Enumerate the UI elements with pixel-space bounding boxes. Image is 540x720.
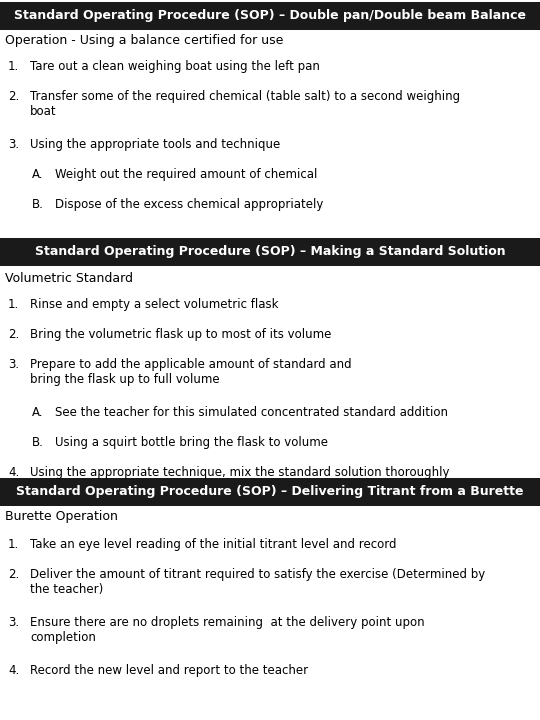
Text: Dispose of the excess chemical appropriately: Dispose of the excess chemical appropria… bbox=[55, 198, 323, 211]
Text: 1.: 1. bbox=[8, 60, 19, 73]
Text: Transfer some of the required chemical (table salt) to a second weighing
boat: Transfer some of the required chemical (… bbox=[30, 90, 460, 118]
Text: 3.: 3. bbox=[8, 358, 19, 371]
Text: B.: B. bbox=[32, 198, 44, 211]
Text: Operation - Using a balance certified for use: Operation - Using a balance certified fo… bbox=[5, 34, 284, 47]
Text: 2.: 2. bbox=[8, 90, 19, 103]
Text: 2.: 2. bbox=[8, 328, 19, 341]
Text: Deliver the amount of titrant required to satisfy the exercise (Determined by
th: Deliver the amount of titrant required t… bbox=[30, 568, 485, 596]
Text: Standard Operating Procedure (SOP) – Making a Standard Solution: Standard Operating Procedure (SOP) – Mak… bbox=[35, 246, 505, 258]
Text: Using the appropriate technique, mix the standard solution thoroughly: Using the appropriate technique, mix the… bbox=[30, 466, 449, 479]
Text: See the teacher for this simulated concentrated standard addition: See the teacher for this simulated conce… bbox=[55, 406, 448, 419]
Text: 2.: 2. bbox=[8, 568, 19, 581]
Text: Standard Operating Procedure (SOP) – Double pan/Double beam Balance: Standard Operating Procedure (SOP) – Dou… bbox=[14, 9, 526, 22]
Text: Bring the volumetric flask up to most of its volume: Bring the volumetric flask up to most of… bbox=[30, 328, 332, 341]
Text: 3.: 3. bbox=[8, 616, 19, 629]
Text: Take an eye level reading of the initial titrant level and record: Take an eye level reading of the initial… bbox=[30, 538, 396, 551]
Text: Using the appropriate tools and technique: Using the appropriate tools and techniqu… bbox=[30, 138, 280, 151]
Text: Ensure there are no droplets remaining  at the delivery point upon
completion: Ensure there are no droplets remaining a… bbox=[30, 616, 424, 644]
Text: Burette Operation: Burette Operation bbox=[5, 510, 118, 523]
Text: Standard Operating Procedure (SOP) – Delivering Titrant from a Burette: Standard Operating Procedure (SOP) – Del… bbox=[16, 485, 524, 498]
Text: 3.: 3. bbox=[8, 138, 19, 151]
Text: Prepare to add the applicable amount of standard and
bring the flask up to full : Prepare to add the applicable amount of … bbox=[30, 358, 352, 386]
Text: B.: B. bbox=[32, 436, 44, 449]
Text: 4.: 4. bbox=[8, 664, 19, 677]
Text: 1.: 1. bbox=[8, 538, 19, 551]
Text: Using a squirt bottle bring the flask to volume: Using a squirt bottle bring the flask to… bbox=[55, 436, 328, 449]
Text: 1.: 1. bbox=[8, 298, 19, 311]
Bar bbox=[0, 2, 540, 30]
Text: Weight out the required amount of chemical: Weight out the required amount of chemic… bbox=[55, 168, 318, 181]
Text: 4.: 4. bbox=[8, 466, 19, 479]
Text: A.: A. bbox=[32, 168, 44, 181]
Bar bbox=[0, 238, 540, 266]
Text: Record the new level and report to the teacher: Record the new level and report to the t… bbox=[30, 664, 308, 677]
Text: Tare out a clean weighing boat using the left pan: Tare out a clean weighing boat using the… bbox=[30, 60, 320, 73]
Text: Volumetric Standard: Volumetric Standard bbox=[5, 272, 133, 285]
Text: A.: A. bbox=[32, 406, 44, 419]
Bar bbox=[0, 478, 540, 506]
Text: Rinse and empty a select volumetric flask: Rinse and empty a select volumetric flas… bbox=[30, 298, 279, 311]
